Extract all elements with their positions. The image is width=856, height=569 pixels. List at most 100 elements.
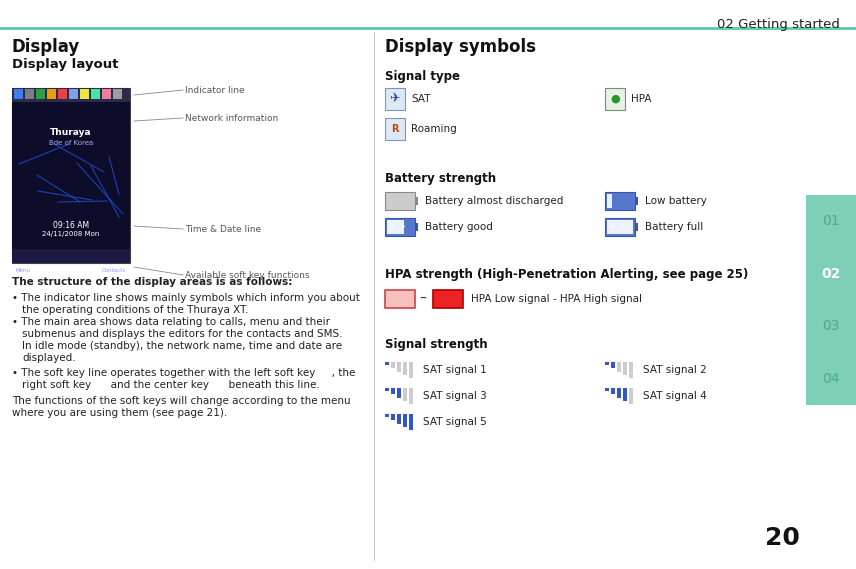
Bar xyxy=(385,388,389,391)
Text: Battery strength: Battery strength xyxy=(385,172,496,185)
Bar xyxy=(12,88,130,263)
Bar xyxy=(58,89,67,99)
Bar xyxy=(385,88,405,110)
Text: +: + xyxy=(619,224,625,230)
Text: 04: 04 xyxy=(823,372,840,386)
Bar xyxy=(617,388,621,398)
Text: +: + xyxy=(609,224,615,230)
Text: Roaming: Roaming xyxy=(411,124,457,134)
Text: displayed.: displayed. xyxy=(22,353,75,363)
Text: 03: 03 xyxy=(823,319,840,333)
Text: In idle mode (standby), the network name, time and date are: In idle mode (standby), the network name… xyxy=(22,341,342,351)
Text: Battery good: Battery good xyxy=(425,222,493,232)
Text: Display layout: Display layout xyxy=(12,58,118,71)
Text: Bde of Korea: Bde of Korea xyxy=(49,140,93,146)
Text: 24/11/2008 Mon: 24/11/2008 Mon xyxy=(42,231,99,237)
Bar xyxy=(397,362,401,372)
Text: SAT signal 4: SAT signal 4 xyxy=(643,391,707,401)
Bar xyxy=(403,388,407,401)
Text: SAT signal 5: SAT signal 5 xyxy=(423,417,487,427)
Bar xyxy=(605,362,609,365)
Text: 20: 20 xyxy=(765,526,800,550)
Text: Battery almost discharged: Battery almost discharged xyxy=(425,196,563,206)
Bar xyxy=(47,89,56,99)
Text: • The soft key line operates together with the left soft key     , the: • The soft key line operates together wi… xyxy=(12,368,355,378)
Text: submenus and displays the editors for the contacts and SMS.: submenus and displays the editors for th… xyxy=(22,329,342,339)
Bar xyxy=(617,362,621,372)
Text: 09:16 AM: 09:16 AM xyxy=(53,221,89,230)
Bar xyxy=(623,362,627,375)
Text: HPA Low signal - HPA High signal: HPA Low signal - HPA High signal xyxy=(471,294,642,304)
Text: where you are using them (see page 21).: where you are using them (see page 21). xyxy=(12,408,227,418)
Text: The functions of the soft keys will change according to the menu: The functions of the soft keys will chan… xyxy=(12,396,351,406)
Text: +: + xyxy=(399,224,405,230)
Bar xyxy=(12,249,130,263)
Bar xyxy=(409,414,413,430)
Text: SAT: SAT xyxy=(411,94,431,104)
Text: Contacts: Contacts xyxy=(102,267,126,273)
Text: Display: Display xyxy=(12,38,80,56)
Bar xyxy=(806,195,856,405)
Text: ✈: ✈ xyxy=(389,93,401,105)
Text: The structure of the display areas is as follows:: The structure of the display areas is as… xyxy=(12,277,293,287)
Bar xyxy=(12,102,130,263)
Text: ●: ● xyxy=(610,94,620,104)
Bar xyxy=(403,362,407,375)
Bar xyxy=(635,224,638,230)
Text: SAT signal 3: SAT signal 3 xyxy=(423,391,487,401)
Bar xyxy=(605,388,609,391)
Text: HPA strength (High-Penetration Alerting, see page 25): HPA strength (High-Penetration Alerting,… xyxy=(385,268,748,281)
Bar xyxy=(385,414,389,417)
Bar xyxy=(607,194,612,208)
Bar xyxy=(385,362,389,365)
Bar xyxy=(611,362,615,368)
Text: • The main area shows data relating to calls, menu and their: • The main area shows data relating to c… xyxy=(12,317,330,327)
Bar xyxy=(403,414,407,427)
Text: SAT signal 2: SAT signal 2 xyxy=(643,365,707,375)
Bar xyxy=(409,388,413,404)
Text: +: + xyxy=(389,224,395,230)
Bar xyxy=(91,89,100,99)
Bar xyxy=(415,197,418,205)
Text: the operating conditions of the Thuraya XT.: the operating conditions of the Thuraya … xyxy=(22,305,248,315)
Bar xyxy=(80,89,89,99)
Bar xyxy=(387,220,404,234)
Text: SAT signal 1: SAT signal 1 xyxy=(423,365,487,375)
Text: 02: 02 xyxy=(821,267,841,281)
Text: Indicator line: Indicator line xyxy=(185,85,245,94)
Text: Network information: Network information xyxy=(185,113,278,122)
Bar xyxy=(397,414,401,423)
Bar xyxy=(391,362,395,368)
Bar xyxy=(397,388,401,398)
Text: Time & Date line: Time & Date line xyxy=(185,225,261,233)
Text: • The indicator line shows mainly symbols which inform you about: • The indicator line shows mainly symbol… xyxy=(12,293,360,303)
Bar xyxy=(605,88,625,110)
Bar xyxy=(629,362,633,378)
Bar xyxy=(409,362,413,378)
Text: Signal type: Signal type xyxy=(385,70,460,83)
Bar xyxy=(385,218,415,236)
Bar xyxy=(433,290,463,308)
Bar xyxy=(607,220,633,234)
Text: Low battery: Low battery xyxy=(645,196,707,206)
Bar xyxy=(12,88,130,102)
Text: Battery full: Battery full xyxy=(645,222,704,232)
Text: Menu: Menu xyxy=(16,267,31,273)
Bar xyxy=(36,89,45,99)
Text: HPA: HPA xyxy=(631,94,651,104)
Text: Thuraya: Thuraya xyxy=(51,128,92,137)
Text: right soft key      and the center key      beneath this line.: right soft key and the center key beneat… xyxy=(22,380,320,390)
Bar xyxy=(605,192,635,210)
Text: Available soft key functions: Available soft key functions xyxy=(185,270,310,279)
Bar xyxy=(623,388,627,401)
Bar xyxy=(385,118,405,140)
Bar xyxy=(25,89,34,99)
Text: R: R xyxy=(391,124,399,134)
Bar xyxy=(391,388,395,394)
Bar xyxy=(385,192,415,210)
Bar xyxy=(385,290,415,308)
Bar xyxy=(391,414,395,420)
Text: 02 Getting started: 02 Getting started xyxy=(717,18,840,31)
Text: Display symbols: Display symbols xyxy=(385,38,536,56)
Text: Signal strength: Signal strength xyxy=(385,338,488,351)
